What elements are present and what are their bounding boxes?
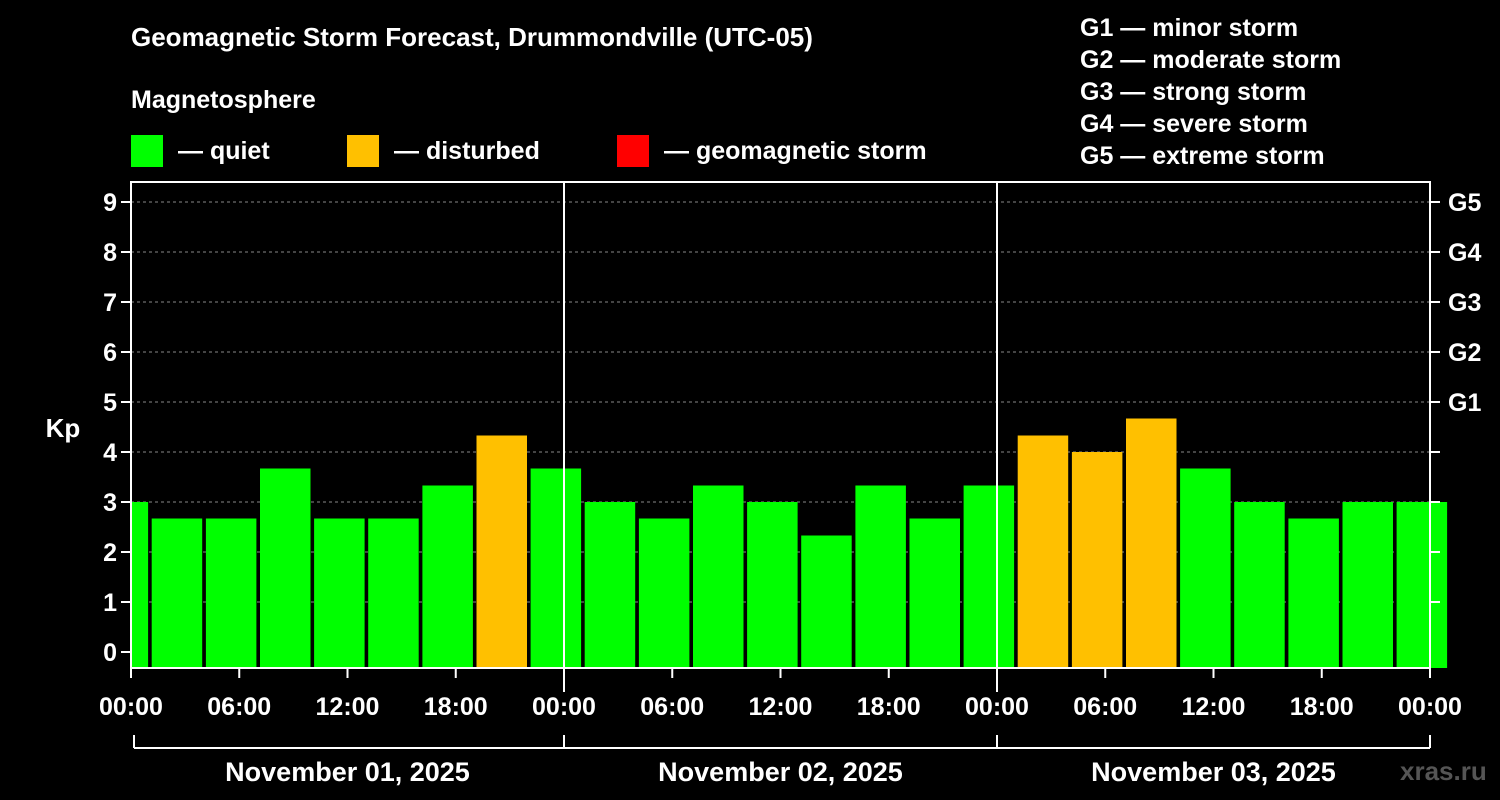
x-tick-label: 06:00 [1073,693,1137,721]
kp-bar [1396,502,1448,668]
legend-label-disturbed: — disturbed [394,136,540,165]
y-tick-label: 0 [103,639,117,667]
g-scale-tick-label: G2 [1448,339,1481,367]
kp-bar [1234,502,1285,668]
x-tick-label: 18:00 [424,693,488,721]
legend-item-disturbed: — disturbed [347,134,540,168]
kp-bar [1180,468,1231,668]
x-tick-label: 06:00 [207,693,271,721]
kp-bar [314,518,365,668]
storm-scale-g2: G2 — moderate storm [1080,46,1342,74]
storm-scale-g1: G1 — minor storm [1080,14,1299,42]
kp-bar [368,518,419,668]
chart-title: Geomagnetic Storm Forecast, Drummondvill… [131,22,813,52]
y-tick-label: 6 [103,339,117,367]
y-tick-label: 3 [103,489,117,517]
x-tick-label: 06:00 [640,693,704,721]
legend-label-quiet: — quiet [178,136,270,165]
legend-item-storm: — geomagnetic storm [617,134,927,168]
day-label: November 02, 2025 [658,757,903,787]
legend-swatch-storm [617,135,649,167]
g-scale-tick-label: G3 [1448,289,1481,317]
kp-bar [1126,418,1177,668]
y-tick-label: 2 [103,539,117,567]
x-tick-label: 12:00 [749,693,813,721]
y-tick-label: 4 [103,439,117,467]
g-scale-tick-label: G1 [1448,389,1481,417]
credit-watermark: xras.ru [1400,756,1487,786]
legend-subtitle: Magnetosphere [131,86,316,114]
kp-bar [855,485,906,668]
y-tick-label: 8 [103,239,117,267]
kp-bar [1288,518,1339,668]
y-axis-label: Kp [46,413,81,443]
y-tick-label: 1 [103,589,117,617]
kp-bar [1017,435,1069,668]
x-tick-label: 18:00 [857,693,921,721]
x-tick-label: 00:00 [965,693,1029,721]
legend-swatch-quiet [131,135,163,167]
kp-bar [963,485,1015,668]
kp-bar [422,485,473,668]
g-scale-tick-label: G5 [1448,189,1481,217]
y-tick-label: 7 [103,289,117,317]
legend-label-storm: — geomagnetic storm [664,136,927,165]
day-label: November 03, 2025 [1091,757,1336,787]
kp-bar [584,502,636,668]
x-tick-label: 12:00 [1182,693,1246,721]
kp-bar [1071,452,1123,668]
kp-bar [530,468,582,668]
x-tick-label: 00:00 [532,693,596,721]
storm-scale-legend: G1 — minor storm G2 — moderate storm G3 … [1080,12,1341,172]
y-tick-label: 9 [103,189,117,217]
kp-bar [909,518,960,668]
day-label: November 01, 2025 [225,757,470,787]
x-tick-label: 00:00 [1398,693,1462,721]
g-scale-tick-label: G4 [1448,239,1481,267]
y-tick-label: 5 [103,389,117,417]
kp-bar [205,518,257,668]
legend-swatch-disturbed [347,135,379,167]
legend-item-quiet: — quiet [131,134,270,168]
storm-scale-g4: G4 — severe storm [1080,110,1308,138]
kp-bar [693,485,744,668]
storm-scale-g5: G5 — extreme storm [1080,142,1325,170]
x-tick-label: 12:00 [316,693,380,721]
kp-bar [131,502,149,668]
x-tick-label: 18:00 [1290,693,1354,721]
kp-bar [151,518,203,668]
kp-bar [260,468,311,668]
storm-scale-g3: G3 — strong storm [1080,78,1307,106]
kp-bar [1342,502,1393,668]
kp-bar [638,518,690,668]
x-tick-label: 00:00 [99,693,163,721]
kp-bar [801,535,852,668]
kp-bar [476,435,527,668]
kp-bar [747,502,798,668]
